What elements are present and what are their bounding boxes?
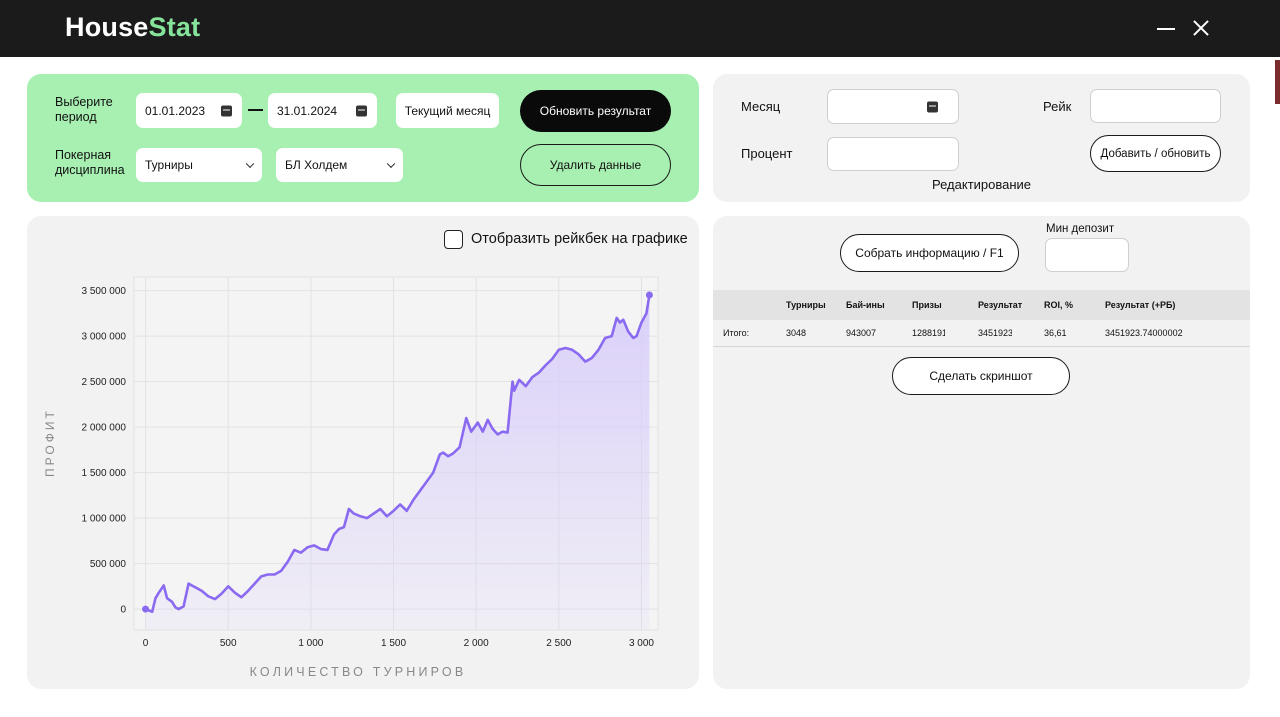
add-update-label: Добавить / обновить: [1100, 147, 1211, 160]
column-header-buyins: Бай-ины: [846, 300, 885, 310]
y-tick-label: 3 000 000: [82, 332, 127, 343]
collect-info-label: Собрать информацию / F1: [855, 246, 1004, 260]
chevron-down-icon: [245, 159, 255, 169]
calendar-icon[interactable]: [927, 101, 938, 112]
column-header-prizes: Призы: [912, 300, 942, 310]
percent-input[interactable]: [827, 137, 959, 171]
profit-chart: 0 500 1 000 1 500 2 000 2 500 3 000 0 500 000 1 0…: [82, 276, 659, 649]
min-deposit-label: Мин депозит: [1046, 223, 1115, 235]
delete-data-label: Удалить данные: [549, 158, 642, 172]
y-tick-label: 1 500 000: [82, 468, 127, 479]
delete-data-button[interactable]: Удалить данные: [520, 144, 671, 186]
add-update-button[interactable]: Добавить / обновить: [1090, 135, 1221, 172]
series-start-point: [142, 605, 150, 613]
x-tick-label: 500: [220, 638, 237, 649]
percent-label: Процент: [741, 146, 793, 161]
table-divider: [713, 346, 1250, 347]
x-tick-label: 1 500: [381, 638, 406, 649]
stats-panel: Собрать информацию / F1 Мин депозит Турн…: [713, 216, 1250, 689]
profit-series-line: [144, 293, 651, 614]
screenshot-button[interactable]: Сделать скриншот: [892, 357, 1070, 395]
chart-panel: Отобразить рейкбек на графике 0 500 1 000 1…: [27, 216, 699, 689]
background-window-edge: [1275, 60, 1280, 104]
screenshot-label: Сделать скриншот: [929, 369, 1033, 383]
period-panel: Выберите период 01.01.2023 31.01.2024 Те…: [27, 74, 699, 202]
series-end-point: [645, 291, 653, 299]
current-month-button[interactable]: Текущий месяц: [396, 93, 499, 128]
y-tick-label: 3 500 000: [82, 286, 127, 297]
y-axis-label: ПРОФИТ: [43, 408, 57, 477]
rake-label: Рейк: [1043, 99, 1072, 114]
app-logo-title: HouseStat: [65, 12, 201, 42]
column-header-roi: ROI, %: [1044, 300, 1074, 310]
column-header-result: Результат: [978, 300, 1023, 310]
game-type-select[interactable]: БЛ Холдем: [276, 148, 403, 182]
table-cell-prizes: 1288191: [912, 328, 945, 338]
x-tick-label: 2 500: [546, 638, 571, 649]
chevron-down-icon: [386, 159, 396, 169]
x-tick-label: 0: [143, 638, 149, 649]
min-deposit-input[interactable]: [1045, 238, 1129, 272]
current-month-label: Текущий месяц: [404, 103, 491, 118]
date-from-value: 01.01.2023: [145, 103, 206, 118]
edit-section-label: Редактирование: [932, 177, 1032, 192]
date-from-picker[interactable]: 01.01.2023: [136, 93, 242, 128]
close-icon[interactable]: [1187, 14, 1215, 42]
discipline-select[interactable]: Турниры: [136, 148, 262, 182]
minimize-icon[interactable]: [1152, 14, 1180, 42]
calendar-icon[interactable]: [221, 105, 232, 116]
edit-panel: Месяц Рейк Процент Добавить / обновить Р…: [713, 74, 1250, 202]
profit-area-fill: [145, 295, 650, 630]
refresh-result-label: Обновить результат: [539, 104, 652, 118]
table-cell-tournaments: 3048: [786, 328, 807, 338]
month-label: Месяц: [741, 99, 781, 114]
window-edge: [1274, 57, 1280, 717]
refresh-result-button[interactable]: Обновить результат: [520, 90, 671, 132]
table-cell-roi: 36,61: [1044, 328, 1067, 338]
table-cell-result-rb: 3451923.74000002: [1105, 328, 1183, 338]
date-range-dash: [248, 109, 263, 111]
stats-table-header: [713, 290, 1250, 320]
rake-input[interactable]: [1090, 89, 1221, 123]
x-tick-label: 2 000: [464, 638, 489, 649]
period-label: Выберите период: [55, 95, 113, 124]
x-axis-label: КОЛИЧЕСТВО ТУРНИРОВ: [249, 665, 467, 679]
rakeback-checkbox-label[interactable]: Отобразить рейкбек на графике: [471, 231, 688, 247]
table-row-label: Итого:: [723, 328, 750, 338]
table-cell-result: 3451923: [978, 328, 1012, 338]
collect-info-button[interactable]: Собрать информацию / F1: [840, 234, 1019, 272]
date-to-value: 31.01.2024: [277, 103, 338, 118]
column-header-tournaments: Турниры: [786, 300, 826, 310]
discipline-select-value: Турниры: [145, 158, 193, 172]
date-to-picker[interactable]: 31.01.2024: [268, 93, 377, 128]
month-input[interactable]: [827, 89, 959, 124]
title-bar: HouseStat: [0, 0, 1280, 57]
y-tick-label: 1 000 000: [82, 514, 127, 525]
y-tick-label: 2 000 000: [82, 423, 127, 434]
y-tick-label: 2 500 000: [82, 377, 127, 388]
x-tick-label: 1 000: [298, 638, 323, 649]
y-tick-label: 0: [120, 605, 126, 616]
discipline-label: Покерная дисциплина: [55, 148, 125, 177]
game-type-select-value: БЛ Холдем: [285, 158, 348, 172]
table-cell-buyins: 943007: [846, 328, 877, 338]
y-tick-label: 500 000: [90, 559, 127, 570]
x-tick-label: 3 000: [629, 638, 654, 649]
calendar-icon[interactable]: [356, 105, 367, 116]
column-header-result-rb: Результат (+РБ): [1105, 300, 1176, 310]
rakeback-checkbox[interactable]: [444, 230, 463, 249]
